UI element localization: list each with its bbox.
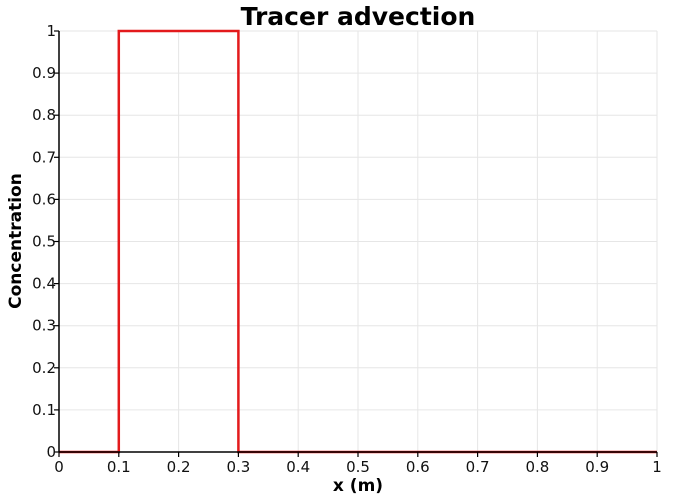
y-tick-label: 0.7: [32, 148, 56, 166]
chart-title: Tracer advection: [241, 2, 476, 31]
x-axis-title: x (m): [333, 476, 383, 496]
x-tick-label: 0: [54, 458, 64, 476]
y-tick-label: 0.6: [32, 190, 56, 208]
y-axis-title: Concentration: [6, 173, 26, 309]
y-tick-label: 0.2: [32, 359, 56, 377]
x-tick-label: 0.1: [107, 458, 131, 476]
y-tick-label: 0.8: [32, 106, 56, 124]
x-tick-label: 0.5: [346, 458, 370, 476]
x-tick-label: 0.9: [585, 458, 609, 476]
grid: [58, 30, 658, 453]
x-tick-label: 0.7: [466, 458, 490, 476]
ticks: 0 0.1 0.2 0.3 0.4 0.5 0.6 0.7 0.8 0.9 1 0 0.1 0.2 0.3 0…: [32, 22, 662, 476]
x-tick-label: 0.6: [406, 458, 430, 476]
y-tick-label: 0.1: [32, 401, 56, 419]
x-tick-label: 1: [652, 458, 662, 476]
y-tick-label: 0.9: [32, 64, 56, 82]
x-tick-label: 0.3: [226, 458, 250, 476]
x-tick-label: 0.4: [286, 458, 310, 476]
y-tick-label: 0: [46, 443, 56, 461]
x-tick-label: 0.8: [525, 458, 549, 476]
y-tick-label: 0.4: [32, 275, 56, 293]
y-tick-label: 0.5: [32, 233, 56, 251]
y-tick-label: 0.3: [32, 317, 56, 335]
x-tick-label: 0.2: [167, 458, 191, 476]
y-tick-label: 1: [46, 22, 56, 40]
